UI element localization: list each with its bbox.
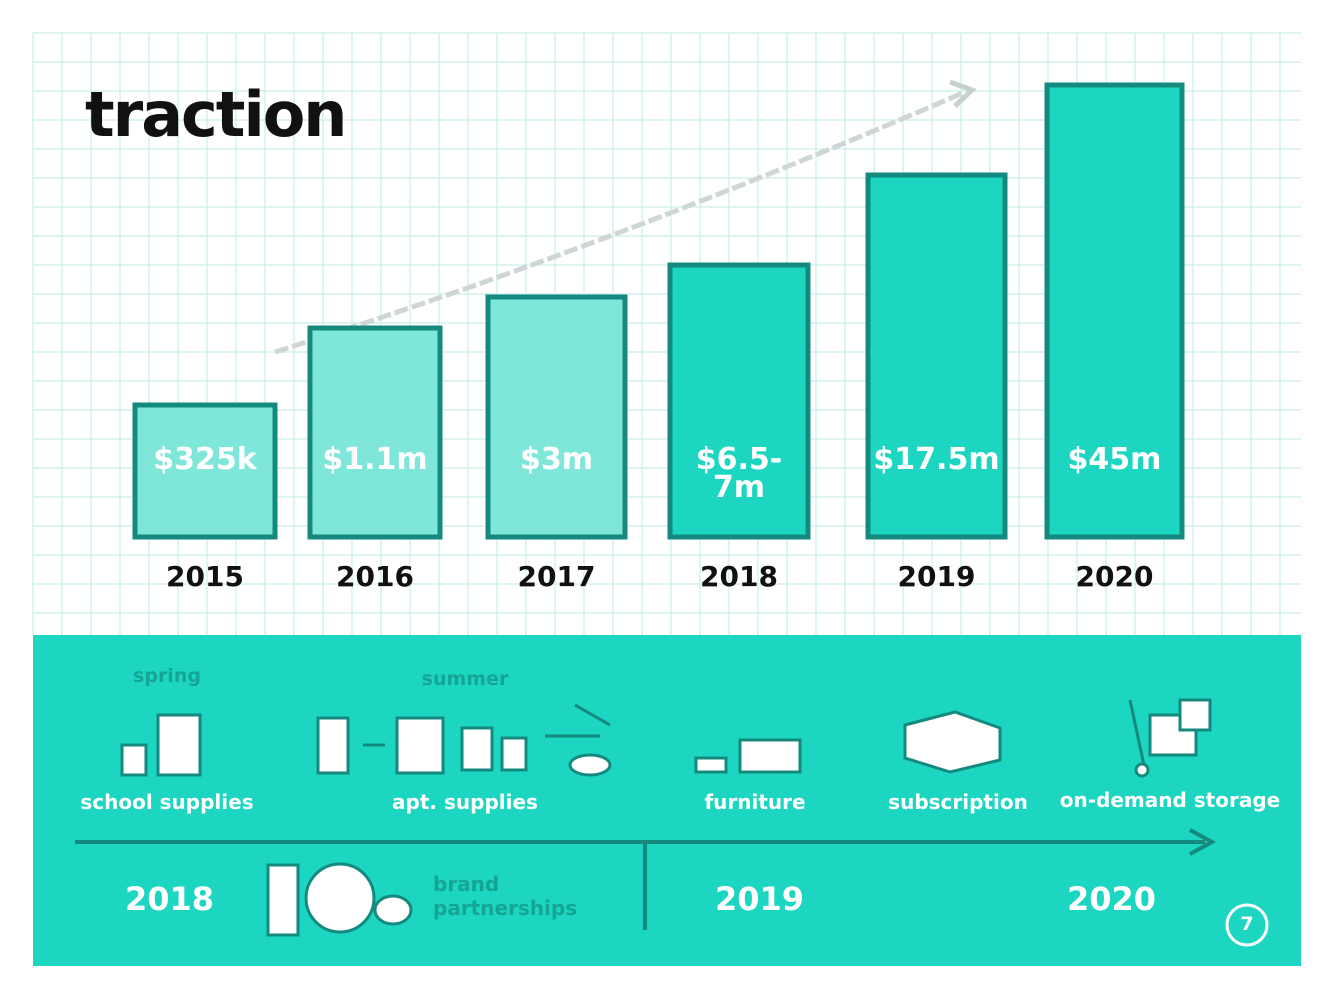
bar xyxy=(132,402,278,540)
brand-label: brand partnerships xyxy=(433,872,578,920)
season-label: spring xyxy=(133,665,201,687)
timeline-year: 2019 xyxy=(715,880,805,918)
year-label: 2019 xyxy=(897,560,976,593)
year-label: 2017 xyxy=(517,560,596,593)
bar xyxy=(307,325,443,540)
bar xyxy=(865,172,1008,540)
year-label: 2015 xyxy=(166,560,244,593)
season-label: summer xyxy=(421,668,509,690)
timeline-year: 2018 xyxy=(125,880,215,918)
timeline-arrow xyxy=(1189,828,1217,856)
title: traction xyxy=(85,78,347,151)
year-label: 2020 xyxy=(1075,560,1154,593)
bar-label: $17.5m xyxy=(873,442,1000,477)
timeline-item: apt. supplies xyxy=(392,790,538,814)
trend-arrow-head xyxy=(949,79,977,108)
bar-label: $3m xyxy=(519,442,593,477)
bar xyxy=(485,294,628,540)
year-label: 2016 xyxy=(336,560,414,593)
timeline-item: school supplies xyxy=(80,790,254,814)
bar xyxy=(667,262,811,540)
bars xyxy=(132,82,1185,540)
icons xyxy=(120,698,1212,937)
bar-label: $6.5-7m xyxy=(695,442,783,505)
page-number: 7 xyxy=(1240,913,1254,935)
trend-arrow xyxy=(274,89,966,355)
bar-label: $325k xyxy=(153,442,257,477)
bar xyxy=(1044,82,1185,540)
bar-label: $45m xyxy=(1067,442,1162,477)
timeline-band xyxy=(33,635,1301,966)
timeline-year: 2020 xyxy=(1067,880,1157,918)
timeline-item: subscription xyxy=(888,790,1028,814)
timeline-item: furniture xyxy=(704,790,806,814)
page-number-circle xyxy=(1225,903,1269,947)
bar-label: $1.1m xyxy=(322,442,428,477)
year-label: 2018 xyxy=(700,560,778,593)
timeline-item: on-demand storage xyxy=(1059,788,1281,812)
